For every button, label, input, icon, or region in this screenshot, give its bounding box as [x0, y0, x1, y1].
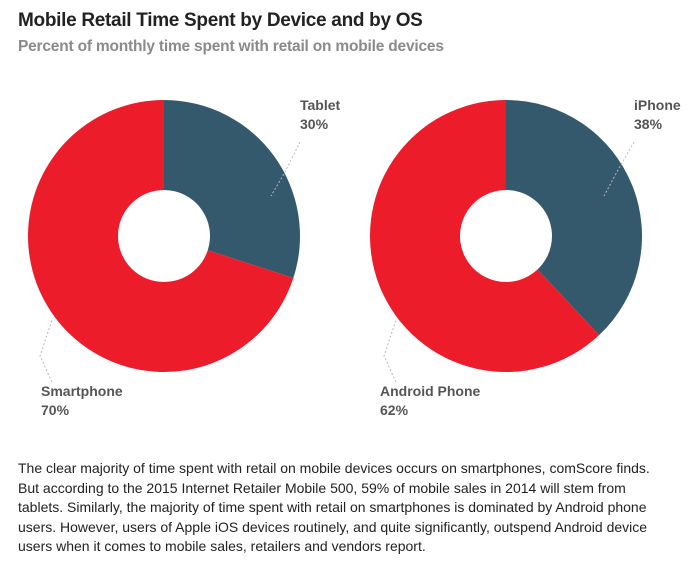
- os-donut-chart: iPhone 38% Android Phone 62%: [369, 97, 681, 418]
- description-paragraph: The clear majority of time spent with re…: [18, 460, 650, 554]
- slice-iphone: [506, 100, 642, 336]
- slice-tablet: [164, 100, 300, 279]
- chart-subtitle: Percent of monthly time spent with retai…: [18, 38, 444, 55]
- device-donut-chart: Tablet 30% Smartphone 70%: [27, 97, 341, 418]
- slice-name-iphone: iPhone: [634, 97, 681, 113]
- slice-android-phone: [369, 100, 600, 373]
- charts-canvas: Tablet 30% Smartphone 70% iPhone 38% And…: [27, 97, 681, 418]
- slice-value-tablet: 30%: [300, 116, 329, 132]
- chart-title: Mobile Retail Time Spent by Device and b…: [18, 10, 423, 31]
- slice-value-smartphone: 70%: [41, 402, 70, 418]
- slice-name-tablet: Tablet: [300, 97, 341, 113]
- slice-value-android-phone: 62%: [380, 402, 409, 418]
- slice-name-smartphone: Smartphone: [41, 383, 123, 399]
- slice-smartphone: [27, 100, 294, 372]
- slice-name-android-phone: Android Phone: [380, 383, 481, 399]
- leader-line-tablet: [270, 141, 301, 197]
- slice-value-iphone: 38%: [634, 116, 663, 132]
- leader-line-iphone: [603, 141, 635, 197]
- leader-line-android-phone: [383, 319, 397, 383]
- leader-line-smartphone: [39, 319, 53, 383]
